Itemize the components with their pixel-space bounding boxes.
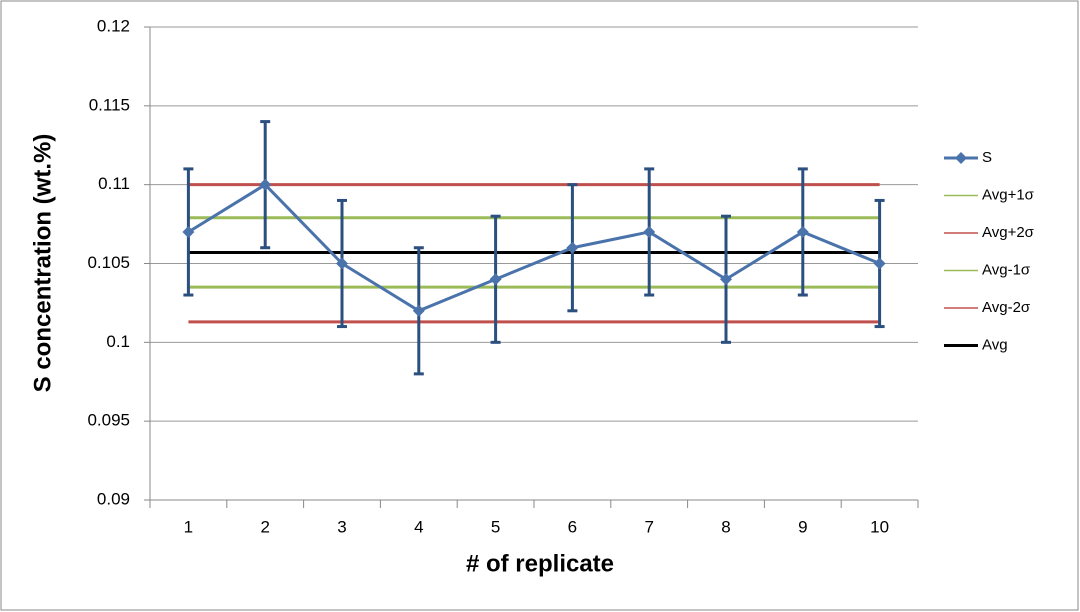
y-tick-label: 0.095 <box>87 411 130 430</box>
x-axis-label: # of replicate <box>466 550 614 577</box>
data-point <box>720 273 732 286</box>
data-point <box>643 225 656 238</box>
data-point <box>182 225 195 238</box>
data-point <box>489 273 502 286</box>
x-tick-label: 6 <box>568 517 577 536</box>
y-tick-label: 0.09 <box>97 489 130 508</box>
y-tick-label: 0.11 <box>98 174 130 193</box>
series-line <box>187 182 881 313</box>
x-tick-label: 7 <box>644 517 653 536</box>
x-tick-label: 3 <box>337 517 346 536</box>
data-point <box>259 178 272 191</box>
data-point <box>412 304 425 317</box>
legend-label: Avg-1σ <box>982 261 1031 278</box>
y-axis-label: S concentration (wt.%) <box>29 134 56 393</box>
x-tick-label: 2 <box>260 517 269 536</box>
y-tick-label: 0.105 <box>87 253 130 272</box>
legend-label: Avg <box>982 336 1008 353</box>
y-tick-label: 0.1 <box>106 332 130 351</box>
x-tick-label: 4 <box>414 517 423 536</box>
legend-marker <box>955 152 967 164</box>
data-point <box>336 257 348 270</box>
data-point <box>873 257 886 270</box>
legend-label: Avg+1σ <box>982 186 1035 203</box>
legend-label: Avg+2σ <box>982 224 1035 241</box>
x-tick-label: 9 <box>798 517 807 536</box>
y-tick-label: 0.12 <box>97 16 130 35</box>
x-tick-label: 8 <box>721 517 730 536</box>
legend-label: Avg-2σ <box>982 299 1031 316</box>
data-point <box>796 225 809 238</box>
x-tick-label: 10 <box>870 517 889 536</box>
y-tick-label: 0.115 <box>89 95 130 114</box>
legend-label: S <box>982 149 992 166</box>
x-tick-label: 1 <box>184 517 193 536</box>
data-point <box>566 241 579 254</box>
x-tick-label: 5 <box>491 517 500 536</box>
